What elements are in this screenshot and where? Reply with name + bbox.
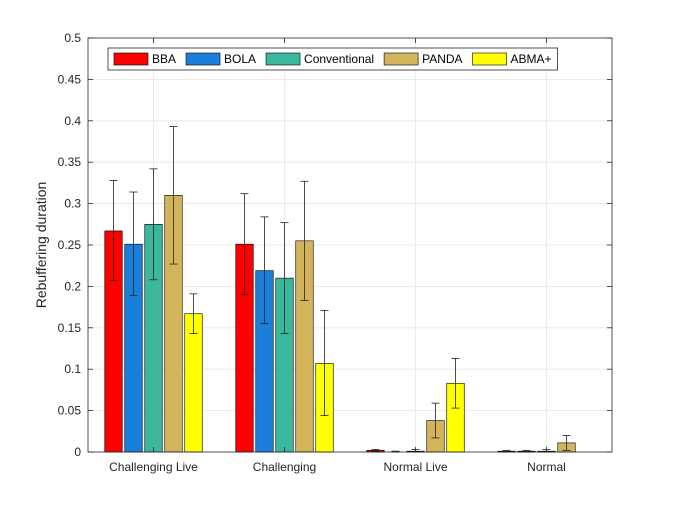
bars-group	[104, 195, 576, 453]
y-tick-label: 0.4	[64, 114, 81, 128]
legend: BBA BOLA Conventional PANDA ABMA+	[107, 47, 558, 71]
y-axis-ticks: 0 0.05 0.1 0.15 0.2 0.25 0.3 0.35 0.4 0.45 0.5	[58, 31, 612, 459]
legend-label: BOLA	[224, 52, 256, 66]
legend-label: Conventional	[304, 52, 374, 66]
y-tick-label: 0.3	[64, 197, 81, 211]
legend-label: BBA	[152, 52, 176, 66]
legend-swatch	[383, 52, 419, 66]
y-tick-label: 0.25	[58, 238, 82, 252]
y-tick-label: 0.2	[64, 279, 81, 293]
legend-label: PANDA	[422, 52, 462, 66]
x-axis-ticks: Challenging Live Challenging Normal Live No…	[109, 38, 566, 474]
x-tick-label: Challenging	[253, 460, 316, 474]
y-tick-label: 0.45	[58, 72, 82, 86]
bar	[184, 313, 203, 453]
legend-swatch	[472, 52, 507, 66]
x-tick-label: Challenging Live	[109, 460, 198, 474]
x-tick-label: Normal	[527, 460, 566, 474]
y-axis-label: Rebuffering duration	[33, 182, 49, 309]
y-tick-label: 0.5	[64, 31, 81, 45]
x-tick-label: Normal Live	[383, 460, 447, 474]
y-tick-label: 0.35	[58, 155, 82, 169]
y-tick-label: 0.05	[58, 404, 82, 418]
legend-swatch	[265, 52, 301, 66]
legend-swatch	[185, 52, 221, 66]
y-tick-label: 0.15	[58, 321, 82, 335]
y-tick-label: 0.1	[64, 362, 81, 376]
legend-box	[107, 47, 558, 71]
error-bars-group	[109, 126, 571, 453]
legend-swatch	[113, 52, 149, 66]
legend-label: ABMA+	[511, 52, 552, 66]
y-tick-label: 0	[74, 445, 81, 459]
